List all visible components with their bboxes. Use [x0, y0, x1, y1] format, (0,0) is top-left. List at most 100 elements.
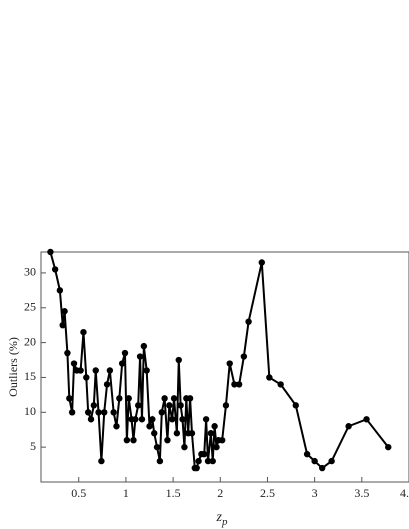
data-point [173, 430, 181, 437]
data-point [101, 409, 108, 416]
data-point [318, 464, 326, 472]
data-point [170, 395, 178, 402]
data-point [143, 367, 150, 374]
y-tick-label: 15 [24, 369, 36, 383]
data-point [235, 381, 243, 388]
data-point [149, 416, 156, 423]
data-point [59, 321, 66, 329]
x-tick-label: 2 [217, 486, 223, 500]
data-point [311, 457, 318, 465]
data-point [84, 409, 92, 416]
data-point [266, 374, 273, 381]
data-point [222, 402, 230, 409]
data-point [175, 356, 182, 364]
data-point [158, 409, 165, 416]
data-point [385, 443, 392, 451]
data-point [56, 287, 64, 294]
data-point [61, 308, 68, 315]
data-point [292, 402, 299, 409]
y-tick-label: 25 [24, 300, 36, 314]
data-point [204, 457, 212, 465]
data-point [138, 416, 146, 423]
data-point [211, 423, 218, 430]
x-tick-label: 2.5 [260, 486, 275, 500]
data-point [64, 349, 71, 357]
y-tick-label: 20 [24, 334, 36, 348]
data-point [47, 248, 54, 256]
data-point [136, 353, 144, 360]
data-point [125, 395, 132, 402]
data-point [168, 416, 176, 423]
data-point [328, 457, 335, 465]
data-line [49, 251, 390, 470]
data-point [83, 374, 90, 381]
y-tick-label: 30 [24, 265, 36, 279]
y-tick-label: 10 [24, 404, 36, 418]
data-point [345, 423, 352, 430]
data-point [113, 423, 120, 430]
data-point [277, 381, 284, 388]
plot-frame [40, 251, 409, 483]
data-point [195, 457, 202, 465]
data-point [161, 395, 168, 402]
x-label-sub: p [221, 516, 228, 528]
data-point [106, 367, 114, 374]
data-point [201, 450, 208, 458]
data-point [80, 328, 87, 336]
data-point [202, 416, 210, 423]
data-point [166, 402, 173, 409]
data-point [110, 409, 117, 416]
x-tick-label: 3 [312, 486, 318, 500]
data-point [68, 409, 76, 416]
data-point [156, 457, 164, 465]
data-point [213, 443, 220, 451]
data-point [188, 430, 196, 437]
data-point [218, 436, 226, 444]
data-point [151, 430, 158, 437]
data-point [258, 259, 265, 266]
x-tick-label: 3.5 [354, 486, 369, 500]
x-label-main: z [216, 510, 223, 525]
data-point [51, 266, 59, 273]
x-tick-label: 0.5 [71, 486, 86, 500]
data-point [181, 443, 188, 451]
data-point [92, 367, 99, 374]
data-point [121, 349, 129, 357]
data-point [179, 416, 186, 423]
data-point [77, 367, 84, 374]
data-point [140, 342, 148, 350]
data-point [240, 353, 248, 360]
data-point [207, 430, 215, 437]
x-tick-label: 1 [123, 486, 129, 500]
data-point [132, 416, 139, 423]
data-point [186, 395, 194, 402]
data-point [245, 318, 252, 325]
data-point [153, 443, 161, 451]
data-point [98, 457, 105, 465]
data-point [363, 416, 370, 423]
y-axis-label: Outliers (%) [6, 337, 20, 397]
x-tick-label: 1.5 [166, 486, 181, 500]
data-point [146, 423, 153, 430]
data-point [164, 436, 171, 444]
data-point [303, 450, 311, 458]
data-point [130, 436, 137, 444]
data-point [209, 457, 216, 465]
y-tick-label: 5 [30, 439, 36, 453]
data-point [87, 416, 95, 423]
data-point [226, 360, 233, 367]
data-point [177, 402, 184, 409]
data-point [231, 381, 238, 388]
data-point [116, 395, 123, 402]
data-point [118, 360, 126, 367]
data-point [95, 409, 102, 416]
data-point [103, 381, 111, 388]
data-point [66, 395, 73, 402]
data-point [123, 436, 131, 444]
data-point [70, 360, 78, 367]
x-tick-label: 4. [400, 486, 409, 500]
x-axis-label: zp [216, 510, 228, 527]
data-point [134, 402, 142, 409]
data-point [90, 402, 98, 409]
